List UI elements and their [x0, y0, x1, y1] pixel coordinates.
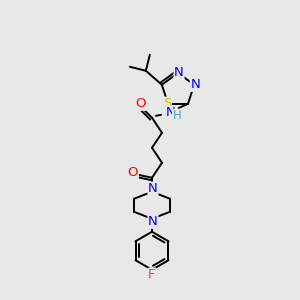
Text: N: N: [148, 182, 158, 195]
Text: S: S: [163, 97, 171, 110]
Text: N: N: [190, 78, 200, 91]
Text: N: N: [148, 215, 158, 228]
Text: H: H: [172, 109, 182, 122]
Text: N: N: [174, 65, 184, 79]
Text: O: O: [128, 166, 138, 179]
Text: O: O: [136, 97, 146, 110]
Text: N: N: [166, 106, 176, 119]
Text: F: F: [148, 268, 156, 281]
